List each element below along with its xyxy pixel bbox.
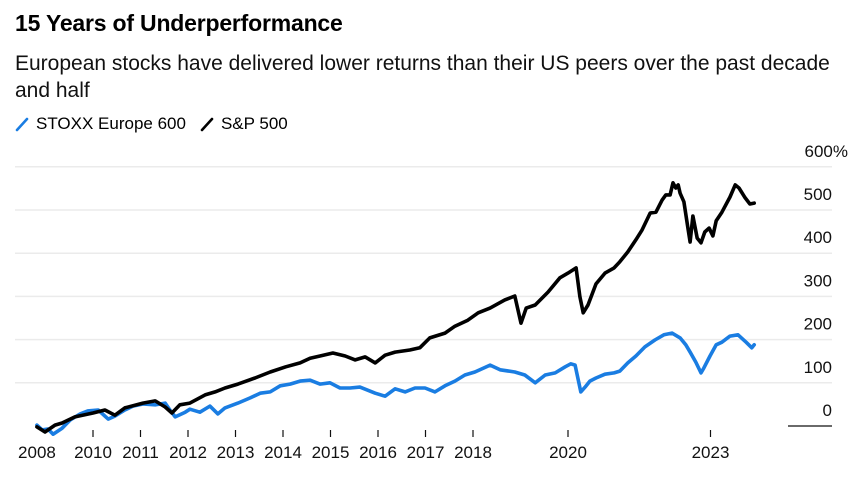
x-tick-label-2016: 2016 <box>359 443 397 462</box>
x-tick-label-2008: 2008 <box>18 443 56 462</box>
y-axis: 600% 500 400 300 200 100 0 <box>804 142 848 420</box>
legend-label-stoxx: STOXX Europe 600 <box>36 114 186 133</box>
series-lines <box>35 181 756 436</box>
y-tick-label-300: 300 <box>804 271 832 290</box>
gridlines <box>15 166 832 427</box>
legend-label-sp500: S&P 500 <box>220 114 288 133</box>
x-tick-label-2020: 2020 <box>549 443 587 462</box>
chart-title: 15 Years of Underperformance <box>15 10 343 36</box>
x-tick-label-2011: 2011 <box>122 443 159 462</box>
y-tick-label-0: 0 <box>823 401 832 420</box>
chart-subtitle: European stocks have delivered lower ret… <box>15 52 830 102</box>
series-line-sp500 <box>35 181 756 434</box>
x-tick-label-2013: 2013 <box>217 443 255 462</box>
y-tick-label-600: 600% <box>805 142 848 161</box>
y-tick-label-100: 100 <box>804 358 832 377</box>
x-tick-label-2012: 2012 <box>169 443 207 462</box>
x-tick-label-2010: 2010 <box>74 443 112 462</box>
y-tick-label-400: 400 <box>804 228 832 247</box>
series-line-stoxx-europe-600 <box>35 331 756 436</box>
legend-item-stoxx: STOXX Europe 600 <box>15 114 186 134</box>
y-tick-label-200: 200 <box>804 315 832 334</box>
x-tick-label-2023: 2023 <box>692 443 730 462</box>
x-axis: 2008 2010 2011 2012 2013 2014 2015 2016 2017 2018… <box>18 430 729 462</box>
legend-swatch-sp500 <box>200 117 214 132</box>
legend-item-sp500: S&P 500 <box>200 114 288 134</box>
x-tick-label-2017: 2017 <box>407 443 445 462</box>
x-tick-label-2018: 2018 <box>454 443 492 462</box>
legend: STOXX Europe 600 S&P 500 <box>15 114 302 134</box>
legend-swatch-stoxx <box>15 117 29 132</box>
x-tick-label-2014: 2014 <box>264 443 302 462</box>
y-tick-label-500: 500 <box>804 185 832 204</box>
x-tick-label-2015: 2015 <box>312 443 350 462</box>
